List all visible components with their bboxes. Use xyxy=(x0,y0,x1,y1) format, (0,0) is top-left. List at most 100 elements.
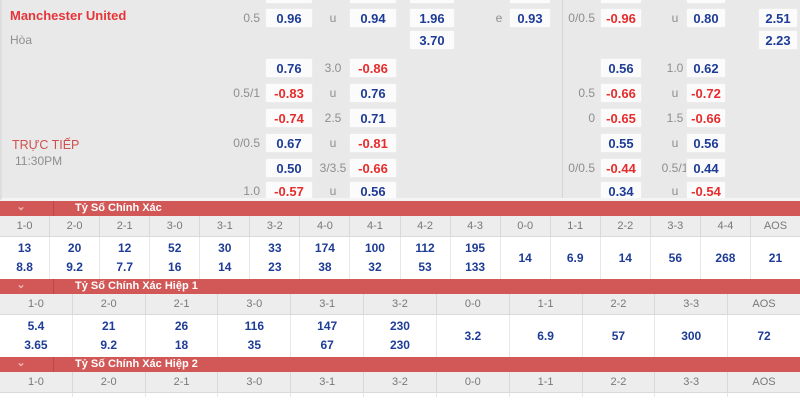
odds-box[interactable]: -0.96 xyxy=(600,8,642,28)
score-body-row: 5.4 3.65 21 9.2 26 18 116 35 147 67 230 230 3.2 6.9 57… xyxy=(0,315,800,357)
odds-value[interactable]: 23 xyxy=(268,260,282,274)
odds-value[interactable]: 116 xyxy=(244,319,265,333)
odds-value[interactable]: 8.8 xyxy=(16,260,33,274)
odds-box[interactable]: 1.96 xyxy=(409,8,455,28)
score-odds-cell[interactable]: 57 xyxy=(581,315,655,357)
odds-value[interactable]: 67 xyxy=(320,338,334,352)
score-odds-cell[interactable]: 14 xyxy=(499,237,550,279)
score-odds-cell[interactable]: 3.2 xyxy=(435,315,509,357)
odds-value[interactable]: 195 xyxy=(465,241,486,255)
score-header-cell: 0-0 xyxy=(435,372,509,392)
odds-box[interactable]: -0.44 xyxy=(600,158,642,178)
score-section: ⌄ Tỷ Số Chính Xác Hiệp 1 1-0 2-0 2-1 3-0 3-1 3-… xyxy=(0,279,800,357)
odds-box[interactable]: 0.80 xyxy=(686,8,726,28)
odds-value[interactable]: 14 xyxy=(218,260,232,274)
score-odds-cell[interactable]: 72 xyxy=(727,315,800,357)
odds-box[interactable]: -0.66 xyxy=(686,108,726,128)
score-odds-cell[interactable]: 300 xyxy=(654,315,727,357)
odds-box[interactable]: -0.54 xyxy=(686,181,726,198)
odds-box[interactable]: 0.55 xyxy=(600,133,642,153)
odds-value[interactable]: 174 xyxy=(314,241,335,255)
odds-value[interactable]: 18 xyxy=(174,338,189,352)
odds-box[interactable]: 0.34 xyxy=(600,181,642,198)
odds-box[interactable]: 0.67 xyxy=(265,133,313,153)
odds-box[interactable]: 0.71 xyxy=(349,108,397,128)
odds-box[interactable]: 0.56 xyxy=(686,133,726,153)
odds-value[interactable]: 100 xyxy=(364,241,385,255)
odds-value[interactable]: 20 xyxy=(67,241,82,255)
odds-box[interactable]: -0.81 xyxy=(349,133,397,153)
odds-box[interactable]: 0.56 xyxy=(600,58,642,78)
odds-box[interactable]: 0.62 xyxy=(686,58,726,78)
odds-value[interactable]: 147 xyxy=(317,319,338,333)
odds-box[interactable]: -0.74 xyxy=(265,108,313,128)
score-odds-cell[interactable]: 268 xyxy=(699,237,750,279)
score-section: ⌄ Tỷ Số Chính Xác Hiệp 2 1-0 2-0 2-1 3-0 3-1 3-… xyxy=(0,357,800,397)
score-odds-cell[interactable]: 21 xyxy=(749,237,800,279)
score-odds-cell[interactable]: 56 xyxy=(649,237,700,279)
score-header-cell: 2-0 xyxy=(71,372,145,392)
odds-value[interactable]: 9.2 xyxy=(66,260,83,274)
live-badge: TRỰC TIẾP xyxy=(12,138,80,152)
odds-value[interactable]: 230 xyxy=(389,319,410,333)
odds-box[interactable]: 0.50 xyxy=(265,158,313,178)
score-odds-cell[interactable]: 14 xyxy=(599,237,650,279)
odds-value[interactable]: 112 xyxy=(415,241,435,255)
banner-divider xyxy=(53,357,54,372)
score-header-cell: 1-0 xyxy=(16,220,33,232)
score-header-cell: 3-3 xyxy=(654,372,727,392)
odds-box[interactable]: 0.94 xyxy=(349,8,397,28)
odds-box[interactable]: 0.44 xyxy=(686,158,726,178)
odds-box[interactable]: 0.76 xyxy=(349,83,397,103)
odds-line-label: 0.5/1 xyxy=(233,86,260,100)
odds-value[interactable]: 133 xyxy=(465,260,486,274)
odds-box-cutoff xyxy=(509,0,551,4)
odds-value[interactable]: 35 xyxy=(247,338,262,352)
odds-box[interactable]: 3.70 xyxy=(409,30,455,50)
section-banner[interactable]: ⌄ Tỷ Số Chính Xác Hiệp 2 xyxy=(0,357,800,372)
chevron-down-icon[interactable]: ⌄ xyxy=(16,357,26,369)
odds-value[interactable]: 230 xyxy=(389,338,410,352)
odds-value[interactable]: 3.65 xyxy=(24,338,48,352)
odds-line-label: u xyxy=(671,184,679,198)
score-odds-cell: 147 67 xyxy=(290,315,363,357)
chevron-down-icon[interactable]: ⌄ xyxy=(16,279,26,291)
score-odds-cell[interactable]: 6.9 xyxy=(508,315,582,357)
odds-value[interactable]: 13 xyxy=(17,241,32,255)
odds-box[interactable]: 2.51 xyxy=(758,8,798,28)
odds-value[interactable]: 53 xyxy=(418,260,432,274)
odds-value[interactable]: 38 xyxy=(318,260,332,274)
odds-box[interactable]: -0.66 xyxy=(349,158,397,178)
odds-value[interactable]: 12 xyxy=(117,241,132,255)
odds-box[interactable]: 0.76 xyxy=(265,58,313,78)
odds-box[interactable]: 0.93 xyxy=(509,8,551,28)
odds-value[interactable]: 30 xyxy=(218,241,232,255)
odds-box[interactable]: 0.96 xyxy=(265,8,313,28)
score-odds-cell[interactable]: 6.9 xyxy=(549,237,600,279)
odds-value[interactable]: 7.7 xyxy=(116,260,133,274)
odds-value[interactable]: 16 xyxy=(168,260,182,274)
odds-box[interactable]: -0.83 xyxy=(265,83,313,103)
score-odds-cell: 13 8.8 xyxy=(0,237,49,279)
odds-value[interactable]: 5.4 xyxy=(27,319,45,333)
chevron-down-icon[interactable]: ⌄ xyxy=(16,201,26,213)
odds-box[interactable]: -0.86 xyxy=(349,58,397,78)
odds-box[interactable]: -0.65 xyxy=(600,108,642,128)
odds-value[interactable]: 21 xyxy=(102,319,116,333)
odds-value[interactable]: 33 xyxy=(268,241,282,255)
odds-box[interactable]: 0.56 xyxy=(349,181,397,198)
odds-box[interactable]: -0.72 xyxy=(686,83,726,103)
odds-value[interactable]: 26 xyxy=(174,319,189,333)
odds-value[interactable]: 32 xyxy=(368,260,382,274)
odds-box[interactable]: 2.23 xyxy=(758,30,798,50)
odds-box[interactable]: -0.57 xyxy=(265,181,313,198)
section-banner[interactable]: ⌄ Tỷ Số Chính Xác Hiệp 1 xyxy=(0,279,800,294)
odds-value[interactable]: 9.2 xyxy=(100,338,118,352)
section-banner[interactable]: ⌄ Tỷ Số Chính Xác xyxy=(0,201,800,216)
score-header-cell: 3-1 xyxy=(290,294,363,314)
score-sections: ⌄ Tỷ Số Chính Xác 1-0 2-0 2-1 3-0 3-1 3-2 4-0 4-1… xyxy=(0,201,800,397)
odds-line-label: 0 xyxy=(588,111,595,125)
odds-value[interactable]: 52 xyxy=(168,241,182,255)
odds-box[interactable]: -0.66 xyxy=(600,83,642,103)
score-odds-cell: 195 133 xyxy=(449,237,500,279)
